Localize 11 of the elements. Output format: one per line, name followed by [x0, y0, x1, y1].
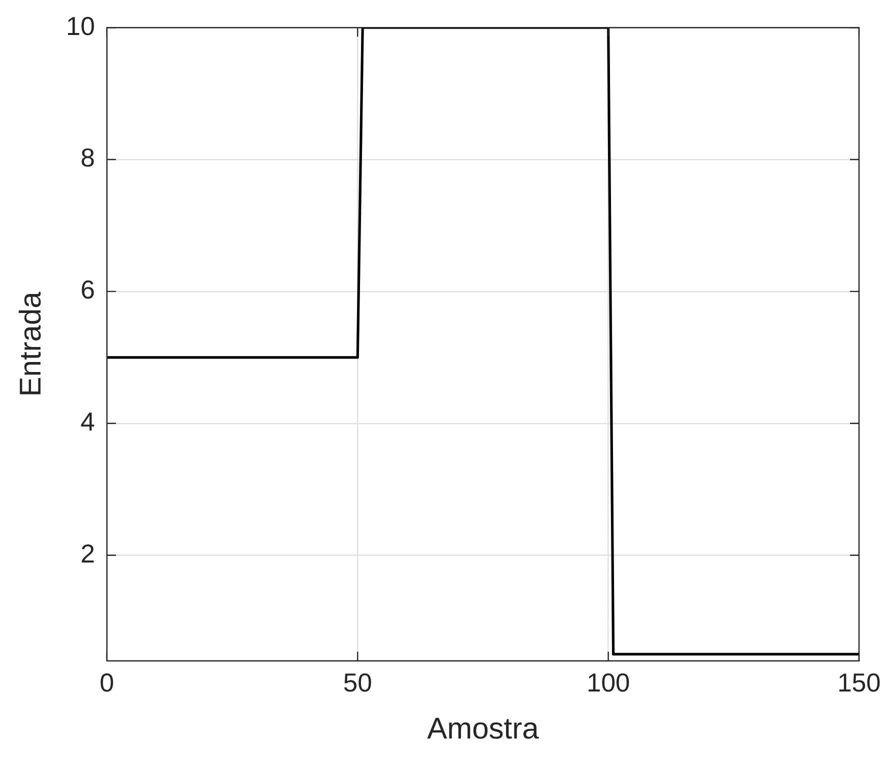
y-tick-label: 6 [80, 274, 95, 305]
y-axis-title: Entrada [14, 291, 48, 397]
y-tick-label: 10 [66, 10, 95, 41]
x-tick-label: 100 [586, 668, 630, 698]
x-axis-title: Amostra [427, 712, 540, 746]
y-tick-label: 8 [80, 142, 95, 173]
x-tick-label: 0 [100, 668, 114, 698]
x-tick-label: 50 [343, 668, 372, 698]
x-tick-label: 150 [837, 668, 881, 698]
y-tick-label: 4 [80, 406, 95, 437]
y-tick-label: 2 [80, 538, 95, 568]
